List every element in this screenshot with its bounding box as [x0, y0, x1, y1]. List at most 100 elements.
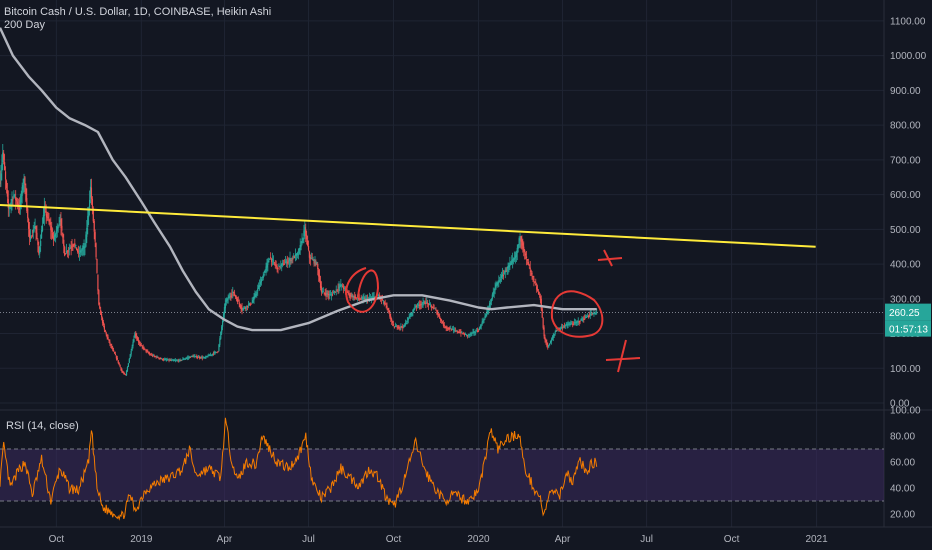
candle-body [398, 326, 400, 328]
candle-body [412, 309, 414, 313]
candle-body [90, 187, 93, 200]
candle-body [316, 262, 318, 264]
candle-body [306, 234, 308, 240]
candle-body [581, 319, 583, 321]
candle-body [464, 333, 466, 335]
candle-body [419, 304, 421, 306]
x-tick-label: Oct [724, 534, 740, 545]
candle-body [98, 290, 100, 305]
x-tick-label: Jul [640, 534, 653, 545]
candle-body [26, 198, 28, 211]
candle-body [440, 319, 443, 322]
candle-body [299, 245, 301, 251]
candle-body [140, 344, 142, 346]
candle-body [234, 295, 237, 298]
candle-body [322, 291, 324, 293]
candle-body [221, 326, 223, 333]
candle-body [523, 246, 525, 252]
candle-body [351, 295, 353, 297]
candle-body [296, 252, 299, 256]
candle-body [315, 262, 317, 266]
candle-body [310, 257, 312, 259]
candle-body [583, 318, 585, 320]
candle-body [23, 178, 25, 184]
candle-body [503, 272, 505, 274]
candle-body [11, 198, 13, 202]
candle-body [205, 356, 207, 358]
candle-body [368, 297, 371, 299]
candle-body [274, 263, 276, 266]
candle-body [231, 294, 233, 296]
candle-body [246, 306, 249, 308]
candle-body [484, 316, 486, 319]
candle-body [83, 245, 85, 249]
candle-body [387, 308, 389, 310]
candle-body [327, 293, 329, 295]
candle-body [122, 371, 124, 373]
price-badge: 260.25 01:57:13 [885, 303, 931, 337]
candle-body [346, 291, 348, 293]
candle-body [401, 326, 403, 328]
candle-body [451, 329, 453, 331]
x-tick-label: Apr [217, 534, 233, 545]
candle-body [323, 292, 325, 294]
candle-body [1, 163, 3, 172]
candle-body [107, 337, 109, 340]
candle-body [471, 332, 473, 334]
candle-body [348, 293, 350, 295]
candle-body [576, 321, 578, 323]
y-tick-label: 1100.00 [890, 16, 926, 27]
candle-body [354, 296, 356, 299]
candle-body [69, 247, 71, 249]
candle-body [138, 341, 141, 344]
candle-body [129, 354, 131, 359]
candle-body [429, 304, 432, 306]
candle-body [512, 258, 515, 261]
candle-body [442, 323, 444, 326]
candle-body [243, 307, 245, 309]
candle-body [420, 304, 422, 306]
candle-body [197, 356, 199, 358]
candle-body [486, 311, 488, 315]
candle-body [592, 312, 594, 314]
candle-body [56, 226, 58, 231]
candle-body [383, 301, 385, 304]
rsi-band [0, 449, 884, 501]
candle-body [70, 247, 72, 249]
candle-body [431, 306, 433, 308]
candle-body [507, 265, 509, 269]
candle-body [565, 323, 567, 326]
candle-body [247, 304, 250, 306]
candle-body [154, 356, 156, 358]
candle-body [488, 303, 491, 308]
candle-body [522, 243, 524, 249]
candle-body [24, 177, 26, 186]
candle-body [562, 326, 565, 328]
candle-body [182, 358, 184, 360]
candle-body [156, 356, 158, 358]
candle-body [214, 351, 216, 353]
candle-body [16, 199, 18, 202]
rsi-label: RSI (14, close) [6, 420, 79, 432]
candle-body [29, 235, 32, 240]
candle-body [519, 238, 521, 241]
candle-body [535, 283, 537, 286]
candle-body [194, 356, 196, 358]
candle-body [418, 304, 420, 306]
candle-body [414, 307, 416, 309]
candle-body [352, 296, 354, 298]
candle-body [176, 360, 178, 362]
candle-body [62, 232, 64, 238]
candle-body [594, 313, 596, 315]
candle-body [428, 303, 431, 305]
rsi-y-tick-label: 60.00 [890, 458, 915, 469]
last-price-badge [885, 303, 931, 321]
candle-body [217, 351, 219, 353]
candle-body [135, 333, 137, 337]
y-tick-label: 0.00 [890, 399, 910, 410]
x-tick-label: 2020 [467, 534, 490, 545]
candle-body [333, 290, 335, 293]
candle-body [144, 348, 146, 350]
rsi-pane[interactable]: 20.00 40.00 60.00 80.00 100.00 [0, 406, 921, 521]
